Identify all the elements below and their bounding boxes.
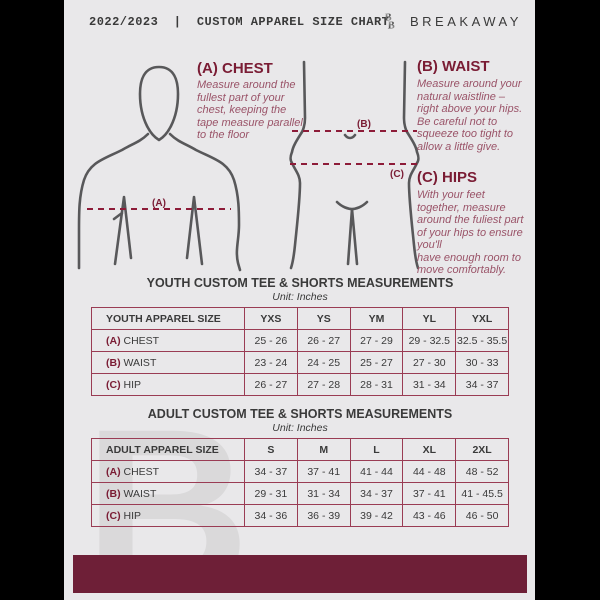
svg-text:(B): (B): [357, 119, 371, 130]
svg-text:(A): (A): [152, 198, 166, 209]
svg-text:(C): (C): [390, 169, 404, 180]
